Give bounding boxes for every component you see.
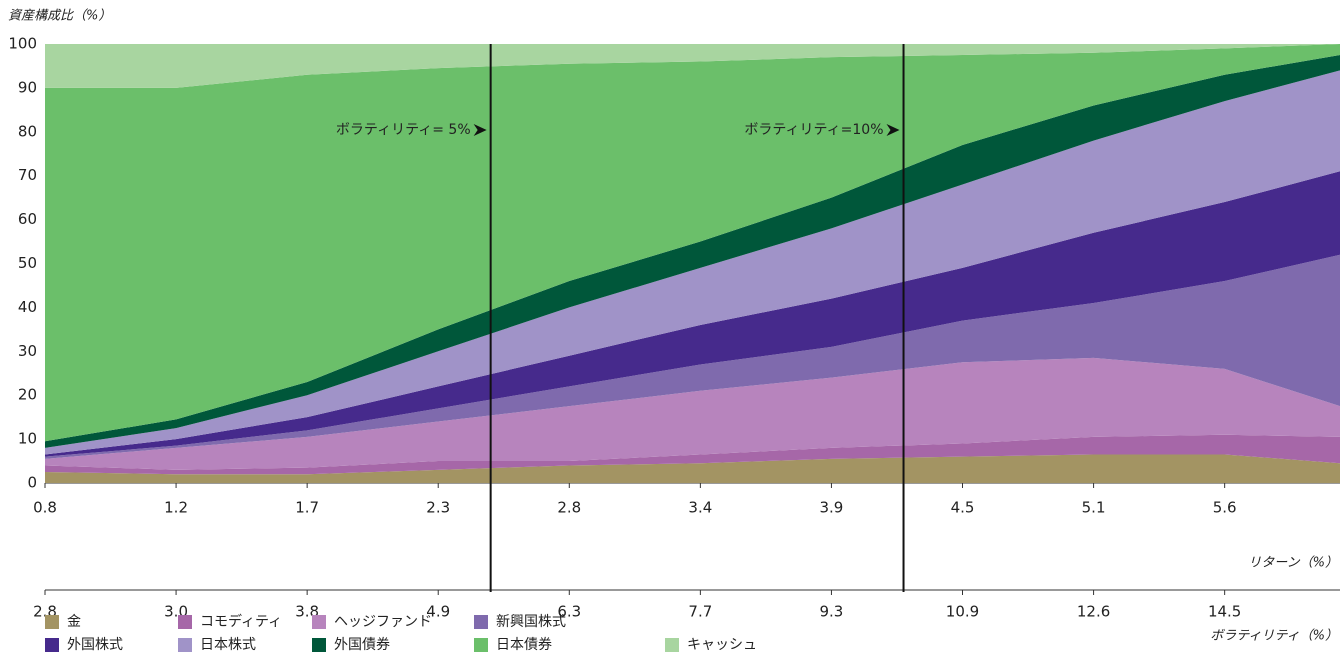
x2-tick-label: 6.3 — [557, 603, 581, 621]
y-tick-label: 70 — [18, 166, 37, 184]
legend-label: コモディティ — [200, 613, 282, 630]
area — [45, 357, 1340, 470]
x-tick-label: 1.2 — [164, 499, 188, 517]
x-tick-label: 5.6 — [1213, 499, 1237, 517]
legend-swatch — [665, 638, 679, 652]
y-tick-label: 90 — [18, 78, 37, 96]
y-tick-label: 10 — [18, 430, 37, 448]
legend-swatch — [312, 638, 326, 652]
x2-tick-label: 9.3 — [820, 603, 844, 621]
legend-label: ヘッジファンド — [334, 614, 432, 630]
x-tick-label: 3.4 — [688, 499, 712, 517]
x-tick-label: 5.1 — [1082, 499, 1106, 517]
area — [45, 434, 1340, 475]
legend-swatch — [474, 638, 488, 652]
area — [45, 44, 1340, 442]
legend-swatch — [45, 615, 59, 629]
legend-label: 金 — [67, 614, 81, 630]
legend-label: 日本株式 — [200, 637, 256, 653]
x-axis-title: リターン（%） — [1248, 555, 1338, 571]
y-tick-label: 80 — [18, 122, 37, 140]
legend-label: 外国株式 — [67, 637, 123, 653]
y-tick-label: 60 — [18, 210, 37, 228]
y-tick-label: 40 — [18, 298, 37, 316]
legend-label: 外国債券 — [334, 637, 390, 653]
legend-swatch — [178, 638, 192, 652]
annotation-arrow — [473, 124, 487, 136]
area — [45, 254, 1340, 459]
legend-label: 新興国株式 — [496, 614, 566, 630]
x-tick-label: 3.9 — [820, 499, 844, 517]
y-tick-label: 0 — [27, 474, 37, 492]
x2-axis-title: ボラティリティ（%） — [1210, 628, 1338, 644]
x-tick-label: 4.5 — [951, 499, 975, 517]
y-axis-title: 資産構成比（%） — [8, 8, 111, 24]
y-tick-label: 50 — [18, 254, 37, 272]
annotation-arrow — [886, 124, 900, 136]
y-tick-label: 20 — [18, 386, 37, 404]
y-tick-label: 30 — [18, 342, 37, 360]
area — [45, 44, 1340, 88]
x2-tick-label: 14.5 — [1208, 603, 1241, 621]
annotation: ボラティリティ=10% — [744, 122, 883, 138]
legend-swatch — [474, 615, 488, 629]
legend-label: キャッシュ — [687, 637, 757, 653]
legend-swatch — [45, 638, 59, 652]
area — [45, 454, 1340, 483]
y-tick-label: 100 — [8, 35, 37, 53]
x2-tick-label: 7.7 — [688, 603, 712, 621]
x2-tick-label: 12.6 — [1077, 603, 1110, 621]
x-tick-label: 2.8 — [557, 499, 581, 517]
area — [45, 70, 1340, 455]
legend-swatch — [312, 615, 326, 629]
x-tick-label: 0.8 — [33, 499, 57, 517]
x2-tick-label: 4.9 — [426, 603, 450, 621]
x-tick-label: 2.3 — [426, 499, 450, 517]
area — [45, 54, 1340, 448]
legend-swatch — [178, 615, 192, 629]
annotation: ボラティリティ= 5% — [336, 122, 471, 138]
x2-tick-label: 10.9 — [946, 603, 979, 621]
legend-label: 日本債券 — [496, 637, 552, 653]
x-tick-label: 1.7 — [295, 499, 319, 517]
areas — [45, 44, 1340, 483]
